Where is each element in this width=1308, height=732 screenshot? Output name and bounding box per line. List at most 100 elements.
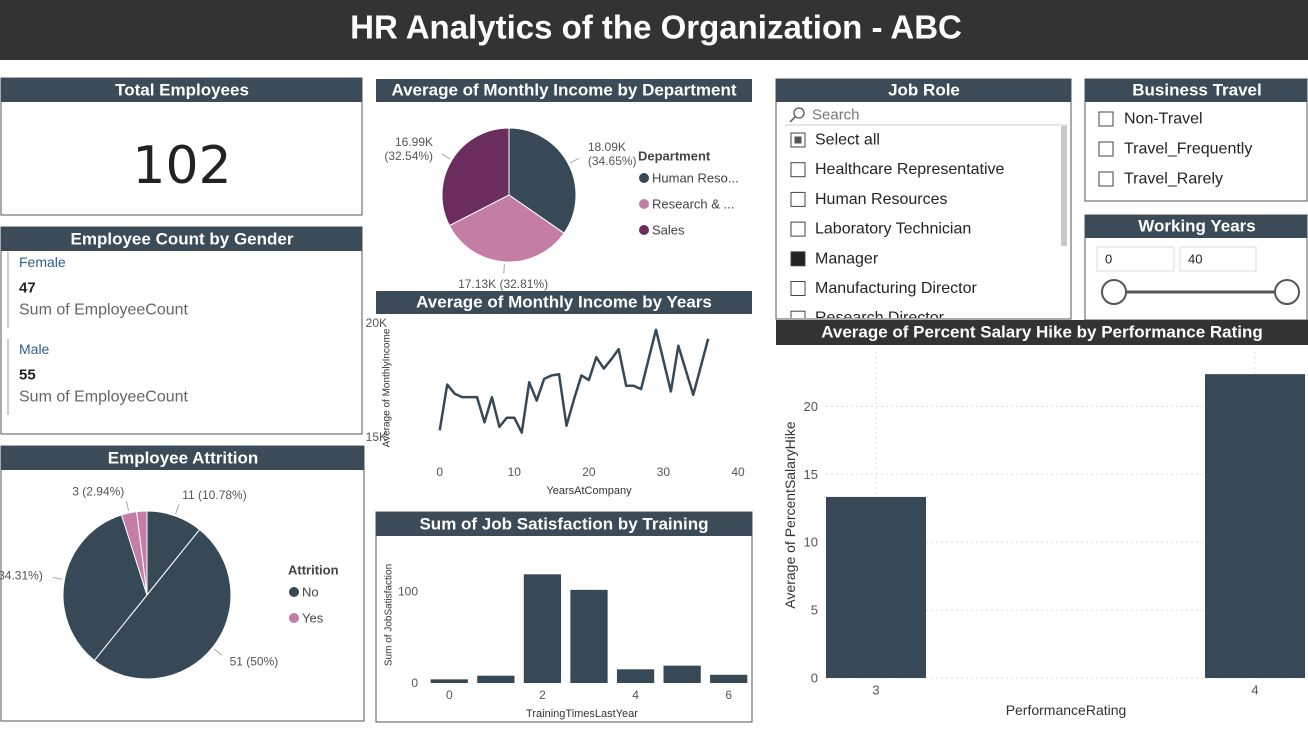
slicer-item[interactable]: Manufacturing Director — [815, 280, 978, 297]
slicer-item[interactable]: Travel_Rarely — [1124, 171, 1223, 188]
y-axis-label: Average of MonthlyIncome — [382, 328, 393, 447]
gender-value: 55 — [19, 367, 36, 384]
data-label: 18.09K (34.65%) — [588, 140, 637, 168]
y-axis-label: Average of PercentSalaryHike — [782, 421, 798, 608]
range-input[interactable] — [1096, 246, 1175, 272]
slicer-item[interactable]: Research Director — [815, 310, 945, 327]
panel-header — [1, 78, 362, 102]
slicer-item[interactable]: Travel_Frequently — [1124, 141, 1252, 158]
legend-label: Sales — [652, 223, 685, 238]
range-max: 40 — [1188, 252, 1202, 267]
gender-label: Male — [19, 341, 50, 357]
slider-knob[interactable] — [1274, 279, 1300, 305]
y-tick-label: 15 — [804, 467, 818, 482]
chart-title: Sum of Job Satisfaction by Training — [419, 515, 708, 534]
line — [438, 328, 710, 434]
panel-header — [376, 79, 752, 102]
label-leader — [569, 157, 580, 164]
bar — [430, 679, 468, 683]
checkbox[interactable] — [790, 191, 806, 207]
y-tick-label: 10 — [804, 535, 818, 550]
label-leader — [441, 153, 451, 160]
checkbox[interactable] — [790, 281, 806, 296]
slicer-item[interactable]: Healthcare Representative — [815, 161, 1005, 178]
x-axis-label: TrainingTimesLastYear — [526, 708, 638, 720]
checkbox[interactable] — [790, 162, 806, 178]
panel-header — [376, 512, 752, 536]
bar — [523, 574, 562, 683]
pie-slice — [93, 528, 232, 680]
slicer-title: Job Role — [888, 81, 960, 100]
x-tick-label: 0 — [446, 688, 453, 702]
slicer-panel — [775, 78, 1072, 320]
slicer-item[interactable]: Human Resources — [815, 191, 948, 208]
legend-swatch — [639, 173, 649, 183]
page-title: HR Analytics of the Organization - ABC — [350, 9, 962, 46]
y-tick-label: 15K — [366, 430, 387, 444]
card-title: Employee Count by Gender — [71, 230, 294, 249]
panel-header — [1, 446, 364, 470]
legend-swatch — [289, 613, 299, 623]
range-input[interactable] — [1179, 246, 1257, 272]
legend-swatch — [289, 587, 299, 597]
x-tick-label: 2 — [539, 688, 546, 702]
bar — [710, 674, 748, 683]
data-label: 11 (10.78%) — [182, 488, 246, 502]
x-tick-label: 3 — [872, 683, 879, 698]
pie-slice — [508, 127, 577, 234]
panel-header — [376, 291, 752, 314]
panel-header — [1085, 215, 1307, 238]
checkbox[interactable] — [790, 221, 806, 237]
panel-header — [1085, 79, 1307, 102]
x-axis-label: PerformanceRating — [1006, 702, 1127, 718]
x-axis-label: YearsAtCompany — [546, 485, 632, 497]
panel-header — [776, 79, 1071, 102]
checkbox[interactable] — [790, 310, 806, 325]
y-tick-label: 5 — [811, 603, 818, 618]
slicer-item[interactable]: Select all — [815, 132, 880, 149]
bar — [826, 496, 926, 678]
bar — [1205, 374, 1305, 678]
pie-slice — [441, 127, 510, 227]
x-tick-label: 6 — [725, 688, 732, 702]
x-tick-label: 4 — [1251, 683, 1258, 698]
bar — [663, 665, 701, 683]
slicer-item[interactable]: Non-Travel — [1124, 111, 1203, 128]
slicer-item[interactable]: Laboratory Technician — [815, 221, 971, 238]
pie-slice — [62, 514, 148, 662]
checkbox[interactable] — [1098, 171, 1114, 187]
search-icon — [793, 107, 805, 119]
checkbox[interactable] — [1098, 111, 1114, 127]
label-leader — [52, 576, 63, 580]
pie-slice — [136, 510, 148, 596]
legend-swatch — [639, 225, 649, 235]
label-leader — [503, 263, 505, 274]
gender-label: Female — [19, 254, 66, 270]
gender-value: 47 — [19, 280, 36, 297]
chart-title: Employee Attrition — [108, 449, 259, 468]
label-leader — [125, 501, 130, 512]
card-panel — [0, 226, 363, 435]
search-box[interactable]: Search — [812, 107, 860, 124]
header-bar — [0, 0, 1308, 60]
slider-knob[interactable] — [1101, 279, 1127, 305]
checkbox-partial — [794, 136, 802, 144]
slicer-title: Business Travel — [1132, 81, 1261, 100]
y-tick-label: 100 — [398, 585, 418, 599]
slicer-item[interactable]: Manager — [815, 250, 879, 267]
legend-label: Yes — [302, 611, 324, 626]
x-tick-label: 30 — [657, 465, 671, 479]
scrollbar[interactable] — [1061, 126, 1067, 246]
range-min: 0 — [1105, 252, 1112, 267]
x-tick-label: 10 — [508, 465, 522, 479]
search-icon — [789, 116, 796, 123]
checkbox[interactable] — [1098, 141, 1114, 157]
gender-measure: Sum of EmployeeCount — [19, 302, 189, 319]
label-line: 16.99K — [395, 135, 433, 149]
data-label: 35 (34.31%) — [0, 569, 43, 583]
legend-label: Research & ... — [652, 197, 734, 212]
checkbox[interactable] — [790, 251, 806, 267]
bar — [477, 675, 515, 683]
legend-label: Human Reso... — [652, 171, 739, 186]
